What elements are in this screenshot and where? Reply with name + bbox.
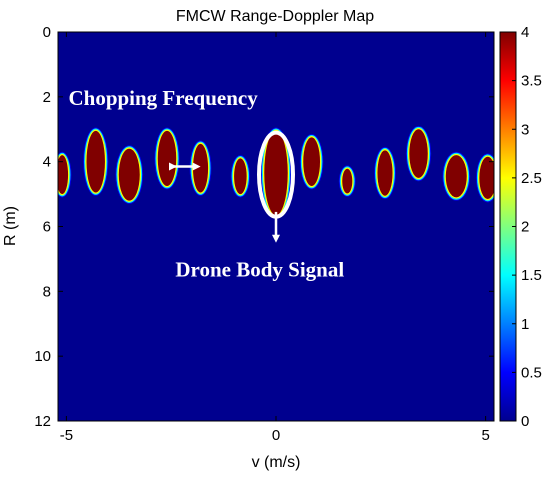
colorbar-tick-label: 4 bbox=[521, 24, 529, 41]
y-tick-label: 8 bbox=[43, 283, 51, 300]
colorbar: 0 0.5 1 1.5 2 2.5 3 3.5 4 bbox=[499, 24, 542, 430]
signal-blob-6 bbox=[230, 155, 251, 198]
colorbar-tick-label: 1 bbox=[521, 316, 529, 333]
y-tick-label: 2 bbox=[43, 89, 51, 106]
y-axis: 0 2 4 6 8 10 12 bbox=[34, 24, 494, 430]
x-tick-label: 0 bbox=[272, 427, 280, 444]
x-axis: -5 0 5 bbox=[60, 32, 490, 444]
y-tick-label: 4 bbox=[43, 154, 51, 171]
signal-blob-1 bbox=[58, 151, 72, 198]
signal-blob-2 bbox=[83, 127, 109, 196]
colorbar-tick-label: 0.5 bbox=[521, 364, 542, 381]
colorbar-tick-label: 3 bbox=[521, 121, 529, 138]
annotation-markers bbox=[169, 130, 295, 243]
y-tick-label: 10 bbox=[34, 348, 51, 365]
colorbar-tick-label: 3.5 bbox=[521, 73, 542, 90]
colorbar-tick-label: 1.5 bbox=[521, 267, 542, 284]
signal-blob-10 bbox=[374, 146, 396, 200]
annotations: Chopping Frequency Drone Body Signal bbox=[68, 86, 344, 282]
x-tick-label: -5 bbox=[60, 427, 73, 444]
signal-blob-11 bbox=[405, 125, 432, 182]
colorbar-tick-label: 2.5 bbox=[521, 170, 542, 187]
chart-title: FMCW Range-Doppler Map bbox=[176, 8, 374, 25]
signal-blob-7 bbox=[260, 127, 292, 219]
y-tick-label: 0 bbox=[43, 24, 51, 41]
colorbar-ticks: 0 0.5 1 1.5 2 2.5 3 3.5 4 bbox=[512, 24, 542, 430]
signal-blob-13 bbox=[475, 153, 494, 203]
signal-blob-5 bbox=[189, 140, 212, 196]
signal-blob-9 bbox=[338, 165, 356, 197]
x-tick-label: 5 bbox=[481, 427, 489, 444]
signal-blob-3 bbox=[115, 145, 144, 204]
plot-area: Chopping Frequency Drone Body Signal bbox=[57, 31, 495, 422]
signal-blob-8 bbox=[299, 133, 324, 190]
y-tick-label: 6 bbox=[43, 219, 51, 236]
chopping-frequency-label: Chopping Frequency bbox=[68, 86, 258, 110]
y-axis-label: R (m) bbox=[2, 206, 19, 246]
y-tick-label: 12 bbox=[34, 413, 51, 430]
drone-body-signal-label: Drone Body Signal bbox=[175, 258, 344, 282]
signal-blob-4 bbox=[154, 127, 180, 190]
colorbar-tick-label: 0 bbox=[521, 413, 529, 430]
colorbar-tick-label: 2 bbox=[521, 219, 529, 236]
signal-blob-12 bbox=[442, 151, 471, 201]
x-axis-label: v (m/s) bbox=[252, 454, 301, 471]
signal-blobs bbox=[58, 125, 494, 219]
